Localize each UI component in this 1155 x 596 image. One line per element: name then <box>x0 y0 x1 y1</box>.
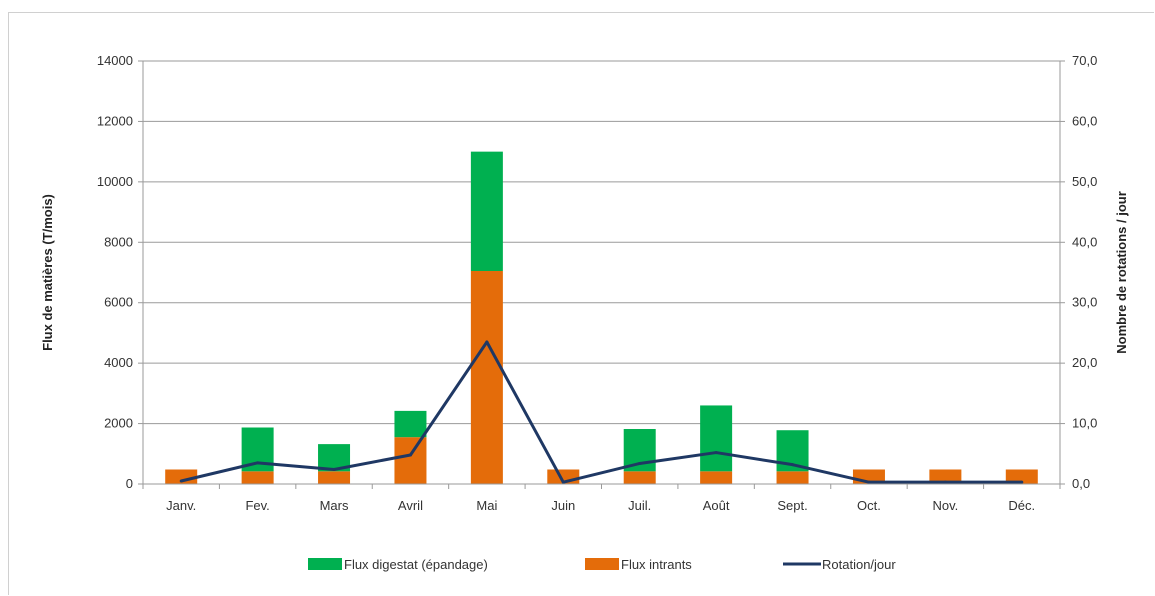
axes: 0 0,0 2000 10,0 4000 20,0 6000 30,0 8000 40,0 1000… <box>97 53 1097 513</box>
bar-intrants <box>623 471 656 484</box>
x-tick-label: Sept. <box>777 498 807 513</box>
y-tick-label: 0 <box>126 476 133 491</box>
rotation-point <box>1020 480 1024 484</box>
y2-tick-label: 30,0 <box>1072 295 1097 310</box>
y-tick-label: 8000 <box>104 234 133 249</box>
bar-intrants <box>394 437 427 484</box>
y2-tick-label: 70,0 <box>1072 53 1097 68</box>
bar-intrants <box>241 471 274 484</box>
y2-tick-label: 10,0 <box>1072 416 1097 431</box>
legend: Flux digestat (épandage) Flux intrants Rot… <box>308 557 896 572</box>
y2-tick-label: 40,0 <box>1072 234 1097 249</box>
x-tick-label: Juin <box>551 498 575 513</box>
bar-digestat <box>470 151 503 271</box>
bar-intrants <box>929 469 962 484</box>
x-tick-label: Janv. <box>166 498 196 513</box>
x-tick-label: Juil. <box>628 498 651 513</box>
y2-tick-label: 0,0 <box>1072 476 1090 491</box>
rotation-point <box>638 461 642 465</box>
rotation-point <box>256 461 260 465</box>
rotation-point <box>867 480 871 484</box>
legend-intrants-label: Flux intrants <box>621 557 692 572</box>
x-tick-label: Mai <box>476 498 497 513</box>
x-tick-label: Déc. <box>1008 498 1035 513</box>
bar-intrants <box>1005 469 1038 484</box>
rotation-point <box>714 451 718 455</box>
x-tick-label: Nov. <box>932 498 958 513</box>
legend-digestat-swatch <box>308 558 342 570</box>
rotation-series-line <box>180 340 1022 484</box>
bars <box>165 151 1038 484</box>
bar-digestat <box>394 410 427 438</box>
y-axis-title: Flux de matières (T/mois) <box>40 194 55 351</box>
x-tick-label: Mars <box>320 498 349 513</box>
y-tick-label: 14000 <box>97 53 133 68</box>
y2-tick-label: 20,0 <box>1072 355 1097 370</box>
y-tick-label: 10000 <box>97 174 133 189</box>
rotation-point <box>408 453 412 457</box>
legend-digestat-label: Flux digestat (épandage) <box>344 557 488 572</box>
x-tick-label: Fev. <box>245 498 269 513</box>
y-tick-label: 6000 <box>104 295 133 310</box>
y-tick-label: 4000 <box>104 355 133 370</box>
rotation-point <box>332 467 336 471</box>
y2-tick-label: 60,0 <box>1072 113 1097 128</box>
grid-lines <box>143 60 1060 425</box>
y-tick-label: 12000 <box>97 113 133 128</box>
legend-intrants-swatch <box>585 558 619 570</box>
bar-intrants <box>470 270 503 484</box>
rotation-point <box>943 480 947 484</box>
x-tick-label: Oct. <box>857 498 881 513</box>
bar-intrants <box>318 471 351 484</box>
y2-tick-label: 50,0 <box>1072 174 1097 189</box>
rotation-point <box>561 480 565 484</box>
rotation-line <box>179 340 1024 484</box>
x-tick-label: Août <box>703 498 730 513</box>
legend-rotation-label: Rotation/jour <box>822 557 896 572</box>
rotation-point <box>485 340 489 344</box>
chart-frame <box>8 12 1154 595</box>
bar-intrants <box>776 471 809 484</box>
bar-intrants <box>700 471 733 484</box>
rotation-point <box>791 463 795 467</box>
rotation-point <box>179 479 183 483</box>
bar-digestat <box>700 405 733 472</box>
y2-axis-title: Nombre de rotations / jour <box>1114 191 1129 354</box>
x-tick-label: Avril <box>398 498 423 513</box>
y-tick-label: 2000 <box>104 416 133 431</box>
